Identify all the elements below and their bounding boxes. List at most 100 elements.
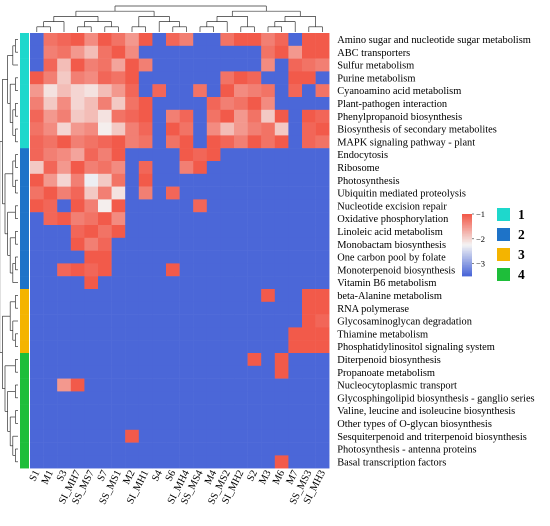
heatmap-cell <box>206 353 221 367</box>
heatmap-cell <box>206 58 221 72</box>
heatmap-cell <box>166 378 180 392</box>
heatmap-cell <box>274 391 289 405</box>
heatmap-cell <box>111 237 126 251</box>
heatmap-cell <box>315 122 330 136</box>
heatmap-cell <box>57 148 72 162</box>
heatmap-cell <box>70 58 85 72</box>
color-scale-swatch <box>462 266 472 269</box>
heatmap-cell <box>30 148 44 162</box>
heatmap-cell <box>84 199 99 213</box>
heatmap-cell <box>288 429 303 443</box>
heatmap-cell <box>70 148 85 162</box>
heatmap-cell <box>302 58 316 72</box>
heatmap-cell <box>30 186 44 200</box>
heatmap-cell <box>288 71 303 85</box>
heatmap-cell <box>57 122 72 136</box>
heatmap-cell <box>179 225 194 239</box>
heatmap-cell <box>125 199 140 213</box>
heatmap-cell <box>234 122 248 136</box>
heatmap-cell <box>138 161 153 175</box>
heatmap-cell <box>193 442 208 456</box>
heatmap-cell <box>111 455 126 469</box>
heatmap-cell <box>261 417 276 431</box>
color-scale-swatch <box>462 271 472 274</box>
heatmap-cell <box>111 378 126 392</box>
heatmap-cell <box>179 45 194 59</box>
heatmap-cell <box>206 161 221 175</box>
heatmap-cell <box>166 173 180 187</box>
heatmap-cell <box>125 365 140 379</box>
cluster-swatch <box>497 268 510 281</box>
heatmap-cell <box>111 135 126 149</box>
heatmap-cell <box>234 353 248 367</box>
row-dendrogram <box>0 39 18 463</box>
heatmap-cell <box>125 429 140 443</box>
heatmap-cell <box>302 263 316 277</box>
heatmap-cell <box>98 391 112 405</box>
heatmap-cell <box>315 276 330 290</box>
cluster-label: 4 <box>518 267 525 282</box>
heatmap-cell <box>193 314 208 328</box>
heatmap-cell <box>247 301 262 315</box>
heatmap-cell <box>220 33 235 47</box>
color-scale-swatch <box>462 272 472 275</box>
heatmap-cell <box>98 58 112 72</box>
heatmap-cell <box>166 353 180 367</box>
heatmap-cell <box>152 122 167 136</box>
heatmap-cell <box>288 442 303 456</box>
heatmap-cell <box>220 276 235 290</box>
row-label: Propanoate metabolism <box>337 368 435 379</box>
heatmap-cell <box>234 314 248 328</box>
row-label: beta-Alanine metabolism <box>337 291 442 302</box>
heatmap-cell <box>98 186 112 200</box>
heatmap-cell <box>43 161 58 175</box>
heatmap-cell <box>138 276 153 290</box>
heatmap-cell <box>70 263 85 277</box>
heatmap-cell <box>274 199 289 213</box>
heatmap-cell <box>57 378 72 392</box>
heatmap-cell <box>138 58 153 72</box>
heatmap-cell <box>43 135 58 149</box>
row-label: Purine metabolism <box>337 73 415 84</box>
heatmap-cell <box>84 378 99 392</box>
heatmap-cell <box>288 378 303 392</box>
color-scale-swatch <box>462 232 472 235</box>
heatmap-cell <box>302 327 316 341</box>
heatmap-cell <box>247 327 262 341</box>
heatmap-cell <box>84 122 99 136</box>
heatmap-cell <box>206 250 221 264</box>
heatmap-cell <box>220 353 235 367</box>
heatmap-cell <box>234 391 248 405</box>
heatmap-cell <box>84 442 99 456</box>
heatmap-cell <box>70 276 85 290</box>
column-labels: S1M1S3SI_MH7SS_MS7S7SS_MS1M2SI_MH1S4S6SI… <box>28 468 328 507</box>
color-scale-swatch <box>462 214 472 216</box>
heatmap-cell <box>193 365 208 379</box>
row-label: Monobactam biosynthesis <box>337 240 446 251</box>
color-scale-swatch <box>462 235 472 238</box>
heatmap-cell <box>220 199 235 213</box>
color-scale-swatch <box>462 240 472 243</box>
heatmap-cell <box>84 237 99 251</box>
heatmap-cell <box>152 212 167 226</box>
heatmap-cell <box>274 455 289 469</box>
heatmap-cell <box>193 417 208 431</box>
cluster-label: 1 <box>518 207 525 222</box>
heatmap-cell <box>98 199 112 213</box>
heatmap-cell <box>179 71 194 85</box>
heatmap-cell <box>220 225 235 239</box>
heatmap-cell <box>30 391 44 405</box>
heatmap-cell <box>30 122 44 136</box>
color-scale-swatch <box>462 249 472 252</box>
row-group-cell <box>20 314 29 328</box>
heatmap-cell <box>152 404 167 418</box>
heatmap-cell <box>152 33 167 47</box>
heatmap-cell <box>206 148 221 162</box>
heatmap-cell <box>302 212 316 226</box>
heatmap-cell <box>98 353 112 367</box>
heatmap-cell <box>179 250 194 264</box>
heatmap-cell <box>57 33 72 47</box>
heatmap-cell <box>247 365 262 379</box>
heatmap-cell <box>98 263 112 277</box>
column-dendrogram <box>36 5 323 32</box>
